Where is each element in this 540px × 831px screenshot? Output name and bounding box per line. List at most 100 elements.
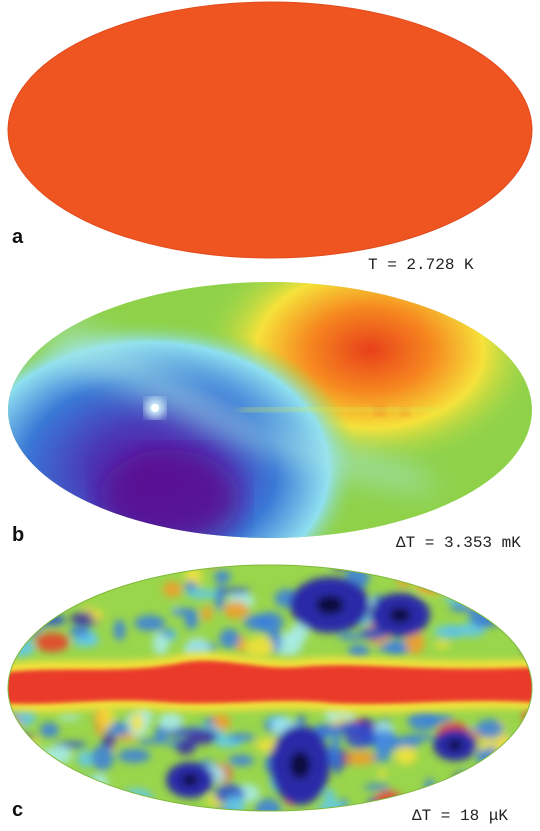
fluctuation-patch	[39, 722, 60, 738]
fluctuation-patch	[8, 638, 35, 658]
fluctuation-patch	[13, 730, 24, 746]
fluctuation-patch	[91, 608, 103, 622]
fluctuation-patch	[44, 745, 72, 765]
fluctuation-patch	[40, 614, 67, 626]
fluctuation-patch	[482, 605, 509, 615]
fluctuation-patch	[200, 565, 220, 566]
fluctuation-patch	[394, 746, 417, 765]
fluctuation-patch	[158, 711, 183, 731]
fluctuation-patch	[508, 815, 518, 823]
cold-spot-core	[316, 595, 344, 615]
fluctuation-patch	[417, 575, 452, 592]
panel-b: b ΔT = 3.353 mK	[0, 280, 540, 555]
fluctuation-patch	[134, 615, 166, 632]
fluctuation-patch	[138, 738, 160, 745]
cold-spot-core	[181, 773, 199, 787]
panel-c: c ΔT = 18 μK	[0, 555, 540, 831]
panel-c-label: c	[12, 799, 24, 821]
fluctuation-patch	[442, 565, 475, 577]
fluctuation-patch	[20, 753, 39, 774]
cold-spot-core	[289, 751, 311, 779]
fluctuation-patch	[483, 565, 515, 570]
fluctuation-patch	[316, 800, 349, 811]
fluctuation-patch	[513, 588, 532, 607]
fluctuation-patch	[209, 808, 241, 811]
fluctuation-patch	[152, 826, 161, 831]
fluctuation-patch	[507, 787, 532, 811]
fluctuation-patch	[12, 595, 36, 616]
fluctuation-patch	[338, 721, 363, 733]
fluctuation-patch	[327, 742, 341, 767]
fluctuation-patch	[484, 762, 514, 777]
fluctuation-patch	[255, 798, 281, 811]
fluctuation-patch	[90, 773, 109, 800]
fluctuation-patch	[8, 755, 26, 776]
fluctuation-patch	[224, 795, 246, 811]
fluctuation-patch	[366, 816, 398, 831]
fluctuation-patch	[432, 565, 454, 579]
fluctuation-patch	[347, 644, 370, 658]
fluctuation-patch	[162, 581, 182, 598]
fluctuation-patch	[9, 608, 32, 630]
panel-a-caption: T = 2.728 K	[368, 256, 474, 274]
fluctuation-patch	[14, 588, 26, 597]
fluctuation-patch	[101, 566, 121, 574]
fluctuation-patch	[219, 587, 251, 595]
panel-b-label: b	[12, 524, 25, 546]
fluctuation-patch	[507, 740, 532, 763]
fluctuation-patch	[332, 723, 341, 749]
fluctuation-patch	[8, 604, 22, 631]
fluctuation-patch	[509, 735, 532, 747]
fluctuation-patch	[0, 555, 12, 561]
fluctuation-patch	[375, 790, 403, 811]
fluctuation-patch	[451, 783, 477, 792]
fluctuation-patch	[0, 804, 8, 814]
fluctuation-patch	[201, 606, 213, 621]
fluctuation-patch	[455, 575, 479, 590]
fluctuation-patch	[435, 641, 450, 649]
fluctuation-patch	[223, 601, 249, 619]
fluctuation-patch	[244, 636, 275, 658]
fluctuation-patch	[53, 769, 66, 794]
fluctuation-patch	[76, 750, 94, 768]
fluctuation-patch	[400, 734, 436, 741]
fluctuation-patch	[37, 567, 60, 576]
fluctuation-patch	[445, 569, 463, 588]
fluctuation-patch	[16, 620, 39, 638]
fluctuation-patch	[35, 632, 70, 653]
fluctuation-patch	[8, 640, 34, 647]
fluctuation-patch	[203, 717, 215, 726]
fluctuation-patch	[71, 635, 100, 647]
fluctuation-patch	[130, 711, 144, 733]
fluctuation-patch	[214, 570, 231, 584]
fluctuation-patch	[228, 733, 256, 742]
fluctuation-patch	[423, 786, 435, 809]
fluctuation-patch	[147, 821, 161, 831]
fluctuation-patch	[63, 589, 73, 606]
fluctuation-patch	[384, 814, 414, 824]
cold-spot-core	[447, 739, 463, 751]
fluctuation-patch	[150, 818, 186, 831]
panel-c-caption: ΔT = 18 μK	[412, 807, 509, 825]
fluctuation-patch	[219, 628, 240, 649]
fluctuation-patch	[407, 711, 440, 731]
fluctuation-patch	[17, 605, 49, 632]
fluctuation-patch	[500, 566, 516, 576]
fluctuation-patch	[84, 567, 100, 586]
fluctuation-patch	[478, 784, 507, 798]
fluctuation-patch	[405, 630, 425, 655]
fluctuation-patch	[101, 733, 117, 749]
fluctuation-patch	[374, 809, 398, 811]
fluctuation-patch	[171, 608, 198, 616]
fluctuation-patch	[425, 778, 435, 790]
fluctuation-patch	[490, 789, 526, 801]
fluctuation-patch	[322, 565, 339, 568]
fluctuation-patch	[502, 600, 532, 626]
fluctuation-patch	[323, 788, 336, 804]
fluctuation-patch	[344, 751, 376, 766]
dipole-anisotropy-map	[8, 282, 532, 538]
fluctuation-patch	[214, 584, 225, 611]
fluctuation-patch	[63, 583, 83, 591]
fluctuation-patch	[117, 748, 151, 763]
fluctuation-patch	[494, 738, 524, 762]
